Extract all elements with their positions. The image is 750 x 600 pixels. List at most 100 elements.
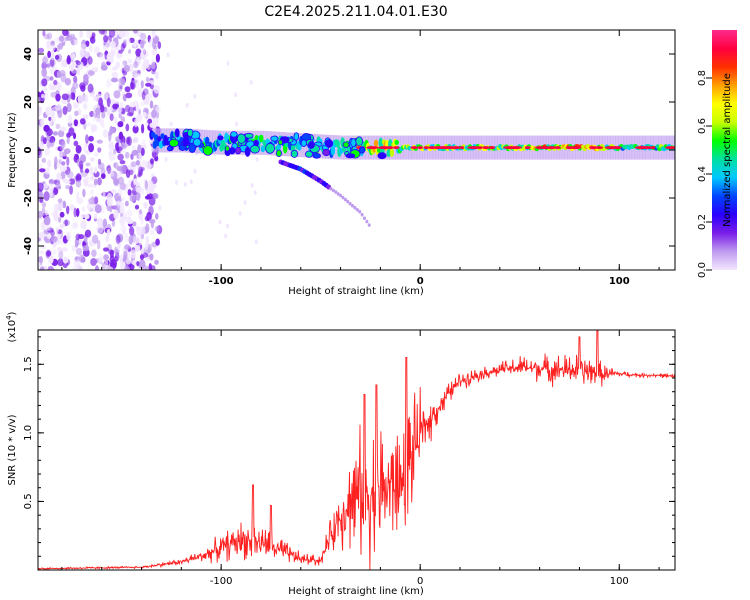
- noise-speckle: [145, 82, 152, 87]
- noise-speckle: [57, 129, 65, 138]
- noise-speckle: [95, 107, 101, 115]
- band-blob: [345, 153, 356, 159]
- noise-speckle: [117, 153, 124, 161]
- noise-speckle: [44, 167, 51, 175]
- faint-speckle: [224, 233, 228, 239]
- noise-speckle: [46, 250, 52, 257]
- snr-y-multiplier-close: ): [7, 311, 18, 315]
- noise-speckle: [44, 226, 51, 232]
- noise-speckle: [145, 195, 151, 200]
- band-blob: [377, 152, 387, 160]
- noise-speckle: [115, 197, 122, 203]
- band-core: [276, 143, 282, 150]
- noise-speckle: [117, 106, 122, 114]
- snr-frame: [37, 329, 676, 571]
- noise-speckle: [136, 113, 143, 123]
- noise-speckle: [125, 123, 130, 132]
- noise-speckle: [49, 187, 53, 198]
- band-blob: [275, 149, 282, 157]
- noise-speckle: [135, 160, 140, 166]
- noise-speckle: [59, 223, 66, 229]
- band-peak: [417, 146, 423, 150]
- noise-speckle: [151, 109, 157, 119]
- noise-speckle: [41, 67, 47, 78]
- faint-speckle: [185, 102, 189, 108]
- noise-speckle: [144, 180, 148, 190]
- noise-speckle: [155, 71, 159, 80]
- noise-speckle: [125, 200, 129, 207]
- noise-speckle: [135, 186, 142, 193]
- noise-speckle: [100, 64, 108, 71]
- noise-speckle: [114, 116, 118, 125]
- noise-speckle: [152, 192, 159, 200]
- noise-speckle: [140, 32, 147, 41]
- noise-speckle: [135, 191, 141, 202]
- noise-speckle: [78, 234, 85, 240]
- noise-speckle: [106, 228, 111, 237]
- noise-speckle: [41, 202, 47, 208]
- noise-speckle: [106, 97, 111, 108]
- band-blob: [234, 146, 242, 155]
- x-tick-label: 100: [610, 576, 629, 587]
- noise-speckle: [110, 259, 117, 268]
- noise-speckle: [93, 178, 98, 186]
- noise-speckle: [119, 160, 126, 165]
- noise-speckle: [140, 40, 145, 49]
- noise-speckle: [148, 218, 156, 224]
- noise-speckle: [58, 159, 62, 165]
- noise-speckle: [90, 189, 94, 195]
- noise-speckle: [126, 112, 134, 117]
- noise-speckle: [86, 30, 93, 39]
- noise-speckle: [151, 48, 157, 56]
- noise-speckle: [145, 76, 150, 83]
- noise-speckle: [66, 156, 70, 166]
- noise-speckle: [78, 160, 84, 169]
- noise-speckle: [44, 209, 49, 216]
- noise-speckle: [130, 161, 137, 167]
- noise-speckle: [100, 167, 106, 176]
- lower-branch-point: [336, 192, 340, 196]
- noise-speckle: [121, 142, 125, 149]
- noise-speckle: [41, 207, 46, 217]
- noise-speckle: [71, 39, 75, 45]
- faint-speckle: [255, 156, 259, 162]
- noise-speckle: [126, 136, 130, 145]
- faint-speckle: [158, 205, 162, 211]
- noise-speckle: [125, 92, 133, 99]
- noise-speckle: [99, 117, 105, 127]
- noise-speckle: [68, 114, 72, 124]
- noise-speckle: [47, 50, 51, 59]
- faint-speckle: [193, 168, 197, 174]
- band-blob: [277, 139, 283, 146]
- noise-speckle: [119, 212, 124, 218]
- noise-speckle: [132, 260, 137, 266]
- band-blob: [249, 144, 260, 154]
- noise-speckle: [72, 82, 79, 90]
- noise-speckle: [49, 57, 56, 68]
- noise-speckle: [57, 232, 61, 239]
- band-core: [205, 136, 210, 147]
- noise-speckle: [97, 227, 104, 234]
- noise-speckle: [69, 185, 73, 195]
- faint-speckle: [193, 93, 197, 99]
- band-blob: [290, 149, 299, 158]
- spectrogram-plot-area: [38, 30, 675, 270]
- snr-y-multiplier: (x104): [5, 311, 18, 342]
- band-peak: [451, 146, 461, 150]
- noise-speckle: [157, 41, 162, 49]
- noise-speckle: [87, 183, 94, 188]
- band-blob: [230, 131, 238, 138]
- noise-speckle: [67, 122, 73, 127]
- band-blob: [350, 138, 357, 148]
- noise-speckle: [39, 168, 46, 173]
- noise-speckle: [148, 205, 154, 216]
- colorbar-axis: 0.0 0.2 0.4 0.6 0.8: [697, 70, 712, 278]
- noise-speckle: [133, 41, 137, 48]
- noise-speckle: [115, 234, 121, 244]
- band-halo: [151, 128, 155, 153]
- band-core: [389, 148, 395, 157]
- noise-speckle: [65, 179, 71, 185]
- noise-speckle: [41, 78, 48, 87]
- noise-speckle: [43, 92, 49, 100]
- noise-speckle: [110, 171, 115, 177]
